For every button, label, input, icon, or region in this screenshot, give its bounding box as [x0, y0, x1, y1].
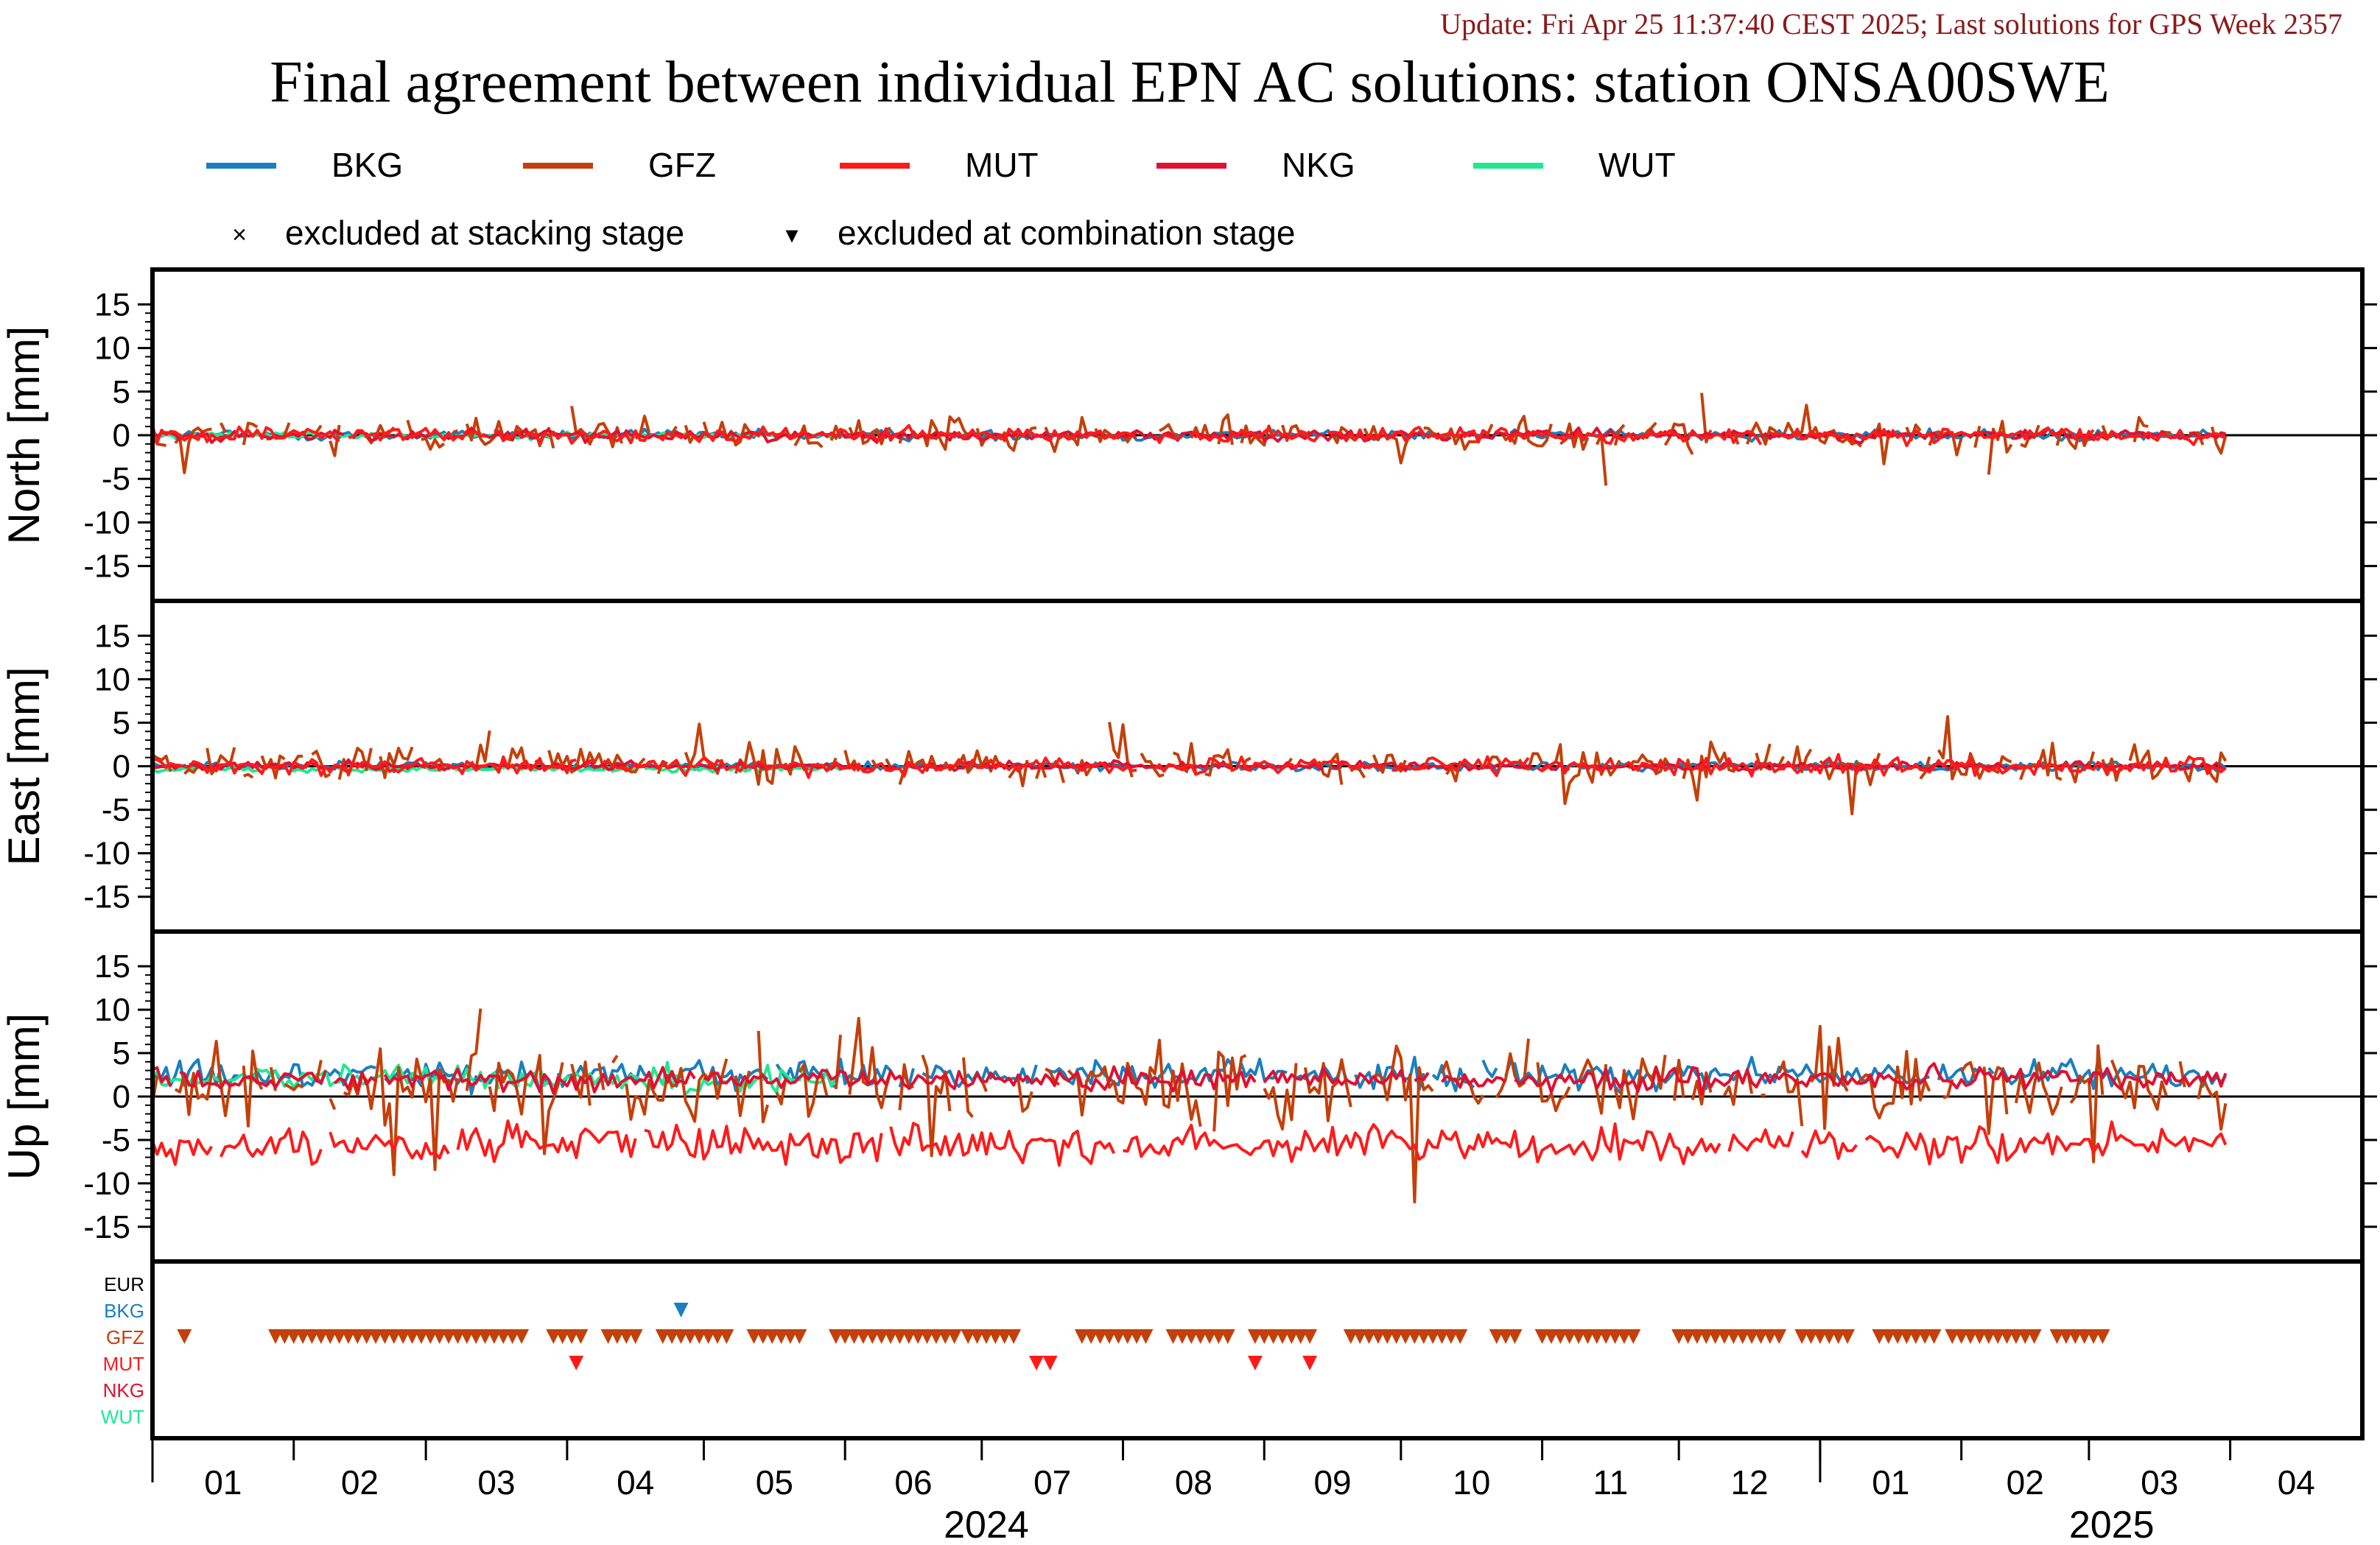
exclusion-marker-bkg — [673, 1303, 689, 1317]
y-tick-label: -15 — [83, 549, 130, 585]
y-tick-label: 15 — [94, 618, 130, 654]
x-month-label: 06 — [894, 1463, 932, 1502]
x-month-label: 02 — [2007, 1463, 2044, 1502]
exclusion-marker-gfz — [1772, 1329, 1787, 1344]
x-month-label: 05 — [756, 1463, 793, 1502]
y-tick-label: 0 — [113, 749, 130, 785]
y-tick-label: 10 — [94, 331, 130, 367]
exclusion-marker-gfz — [2095, 1329, 2110, 1344]
legend-label-gfz: GFZ — [648, 146, 716, 184]
panel-north: 15 10 5 0 -5 -10 -15 North [mm] — [0, 267, 2377, 603]
exclusion-marker-gfz — [792, 1329, 807, 1344]
exclusion-marker-gfz — [2026, 1329, 2042, 1344]
y-tick-label: 15 — [94, 286, 130, 323]
legend-marker-symbol: ▾ — [785, 221, 798, 249]
exclusion-marker-gfz — [1840, 1329, 1856, 1344]
x-month-label: 09 — [1313, 1463, 1351, 1502]
x-year-label: 2025 — [2069, 1504, 2155, 1545]
legend: BKG GFZ MUT NKG WUT × excluded at stacking sta… — [206, 146, 1676, 252]
series-line-mut — [152, 753, 2227, 779]
exclusion-marker-gfz — [177, 1329, 192, 1344]
exclusion-frame — [150, 1259, 2365, 1440]
exclusion-marker-mut — [569, 1356, 584, 1370]
x-month-label: 03 — [477, 1463, 515, 1502]
legend-marker-label: excluded at stacking stage — [285, 214, 684, 252]
x-month-label: 03 — [2141, 1463, 2178, 1502]
y-tick-label: -5 — [102, 1122, 130, 1158]
x-month-label: 07 — [1033, 1463, 1071, 1502]
exclusion-row-label-nkg: NKG — [103, 1379, 144, 1401]
exclusion-marker-mut — [1247, 1356, 1263, 1370]
y-tick-label: 0 — [113, 1079, 130, 1115]
legend-marker-label: excluded at combination stage — [838, 214, 1295, 252]
x-year-label: 2024 — [944, 1504, 1029, 1545]
series-line-nkg — [152, 1062, 2228, 1096]
legend-marker-symbol: × — [232, 221, 247, 249]
y-tick-label: 10 — [94, 661, 130, 697]
chart-title: Final agreement between individual EPN A… — [270, 50, 2110, 115]
legend-label-wut: WUT — [1598, 146, 1676, 184]
y-tick-label: 5 — [113, 1035, 130, 1071]
x-month-label: 08 — [1175, 1463, 1212, 1502]
x-month-label: 01 — [1872, 1463, 1909, 1502]
y-axis-label: Up [mm] — [0, 1013, 49, 1180]
y-tick-label: -10 — [83, 504, 130, 541]
x-month-label: 12 — [1730, 1463, 1768, 1502]
legend-label-nkg: NKG — [1282, 146, 1355, 184]
x-month-label: 04 — [2278, 1463, 2315, 1502]
y-tick-label: 0 — [113, 418, 130, 454]
series-line-nkg — [151, 426, 2226, 445]
exclusion-marker-gfz — [1006, 1329, 1022, 1344]
y-tick-label: -10 — [83, 1166, 130, 1202]
series-line-mut — [151, 1119, 2228, 1167]
exclusion-marker-gfz — [1507, 1329, 1523, 1344]
exclusion-panel: EUR BKG GFZ MUT NKG WUT — [101, 1259, 2365, 1440]
x-month-label: 10 — [1453, 1463, 1490, 1502]
exclusion-row-label-wut: WUT — [101, 1406, 144, 1428]
exclusion-marker-gfz — [1138, 1329, 1154, 1344]
series-line-mut — [151, 423, 2226, 448]
series-line-gfz — [151, 1008, 2228, 1204]
y-tick-label: -15 — [83, 1209, 130, 1245]
y-tick-label: 15 — [94, 949, 130, 985]
x-month-label: 11 — [1593, 1463, 1628, 1502]
panel-up: 15 10 5 0 -5 -10 -15 Up [mm] — [0, 929, 2377, 1264]
exclusion-marker-gfz — [573, 1329, 589, 1344]
exclusion-marker-mut — [1042, 1356, 1058, 1370]
exclusion-marker-gfz — [628, 1329, 643, 1344]
exclusion-row-label-bkg: BKG — [104, 1300, 144, 1322]
x-month-label: 02 — [341, 1463, 379, 1502]
exclusion-marker-gfz — [1626, 1329, 1641, 1344]
y-tick-label: 10 — [94, 992, 130, 1028]
exclusion-marker-gfz — [1302, 1329, 1318, 1344]
y-tick-label: -10 — [83, 836, 130, 872]
x-axis: 01 02 03 04 05 06 07 08 09 10 11 12 01 02 03 04 2024 2025 — [151, 1438, 2315, 1545]
legend-label-bkg: BKG — [331, 146, 403, 184]
update-text: Update: Fri Apr 25 11:37:40 CEST 2025; L… — [1440, 7, 2342, 41]
x-month-label: 01 — [204, 1463, 242, 1502]
exclusion-row-label-mut: MUT — [103, 1353, 144, 1375]
exclusion-marker-gfz — [719, 1329, 734, 1344]
y-tick-label: 5 — [113, 374, 130, 410]
exclusion-row-label-eur: EUR — [104, 1273, 144, 1295]
y-tick-label: -15 — [83, 879, 130, 915]
y-tick-label: -5 — [102, 461, 130, 497]
exclusion-marker-mut — [1029, 1356, 1044, 1370]
exclusion-marker-gfz — [514, 1329, 530, 1344]
y-axis-label: East [mm] — [0, 666, 49, 865]
exclusion-marker-gfz — [1220, 1329, 1235, 1344]
exclusion-marker-gfz — [1926, 1329, 1942, 1344]
exclusion-marker-mut — [1302, 1356, 1318, 1370]
legend-label-mut: MUT — [965, 146, 1039, 184]
y-tick-label: 5 — [113, 705, 130, 741]
panel-east: 15 10 5 0 -5 -10 -15 East [mm] — [0, 599, 2377, 934]
y-axis-label: North [mm] — [0, 326, 49, 545]
exclusion-marker-gfz — [1453, 1329, 1468, 1344]
exclusion-row-label-gfz: GFZ — [106, 1326, 144, 1348]
x-month-label: 04 — [617, 1463, 654, 1502]
y-tick-label: -5 — [102, 792, 130, 828]
plot-panels: 15 10 5 0 -5 -10 -15 North [mm] 15 10 5 0 -5 -10 -15 Ea… — [0, 267, 2377, 1264]
exclusion-marker-gfz — [947, 1329, 962, 1344]
